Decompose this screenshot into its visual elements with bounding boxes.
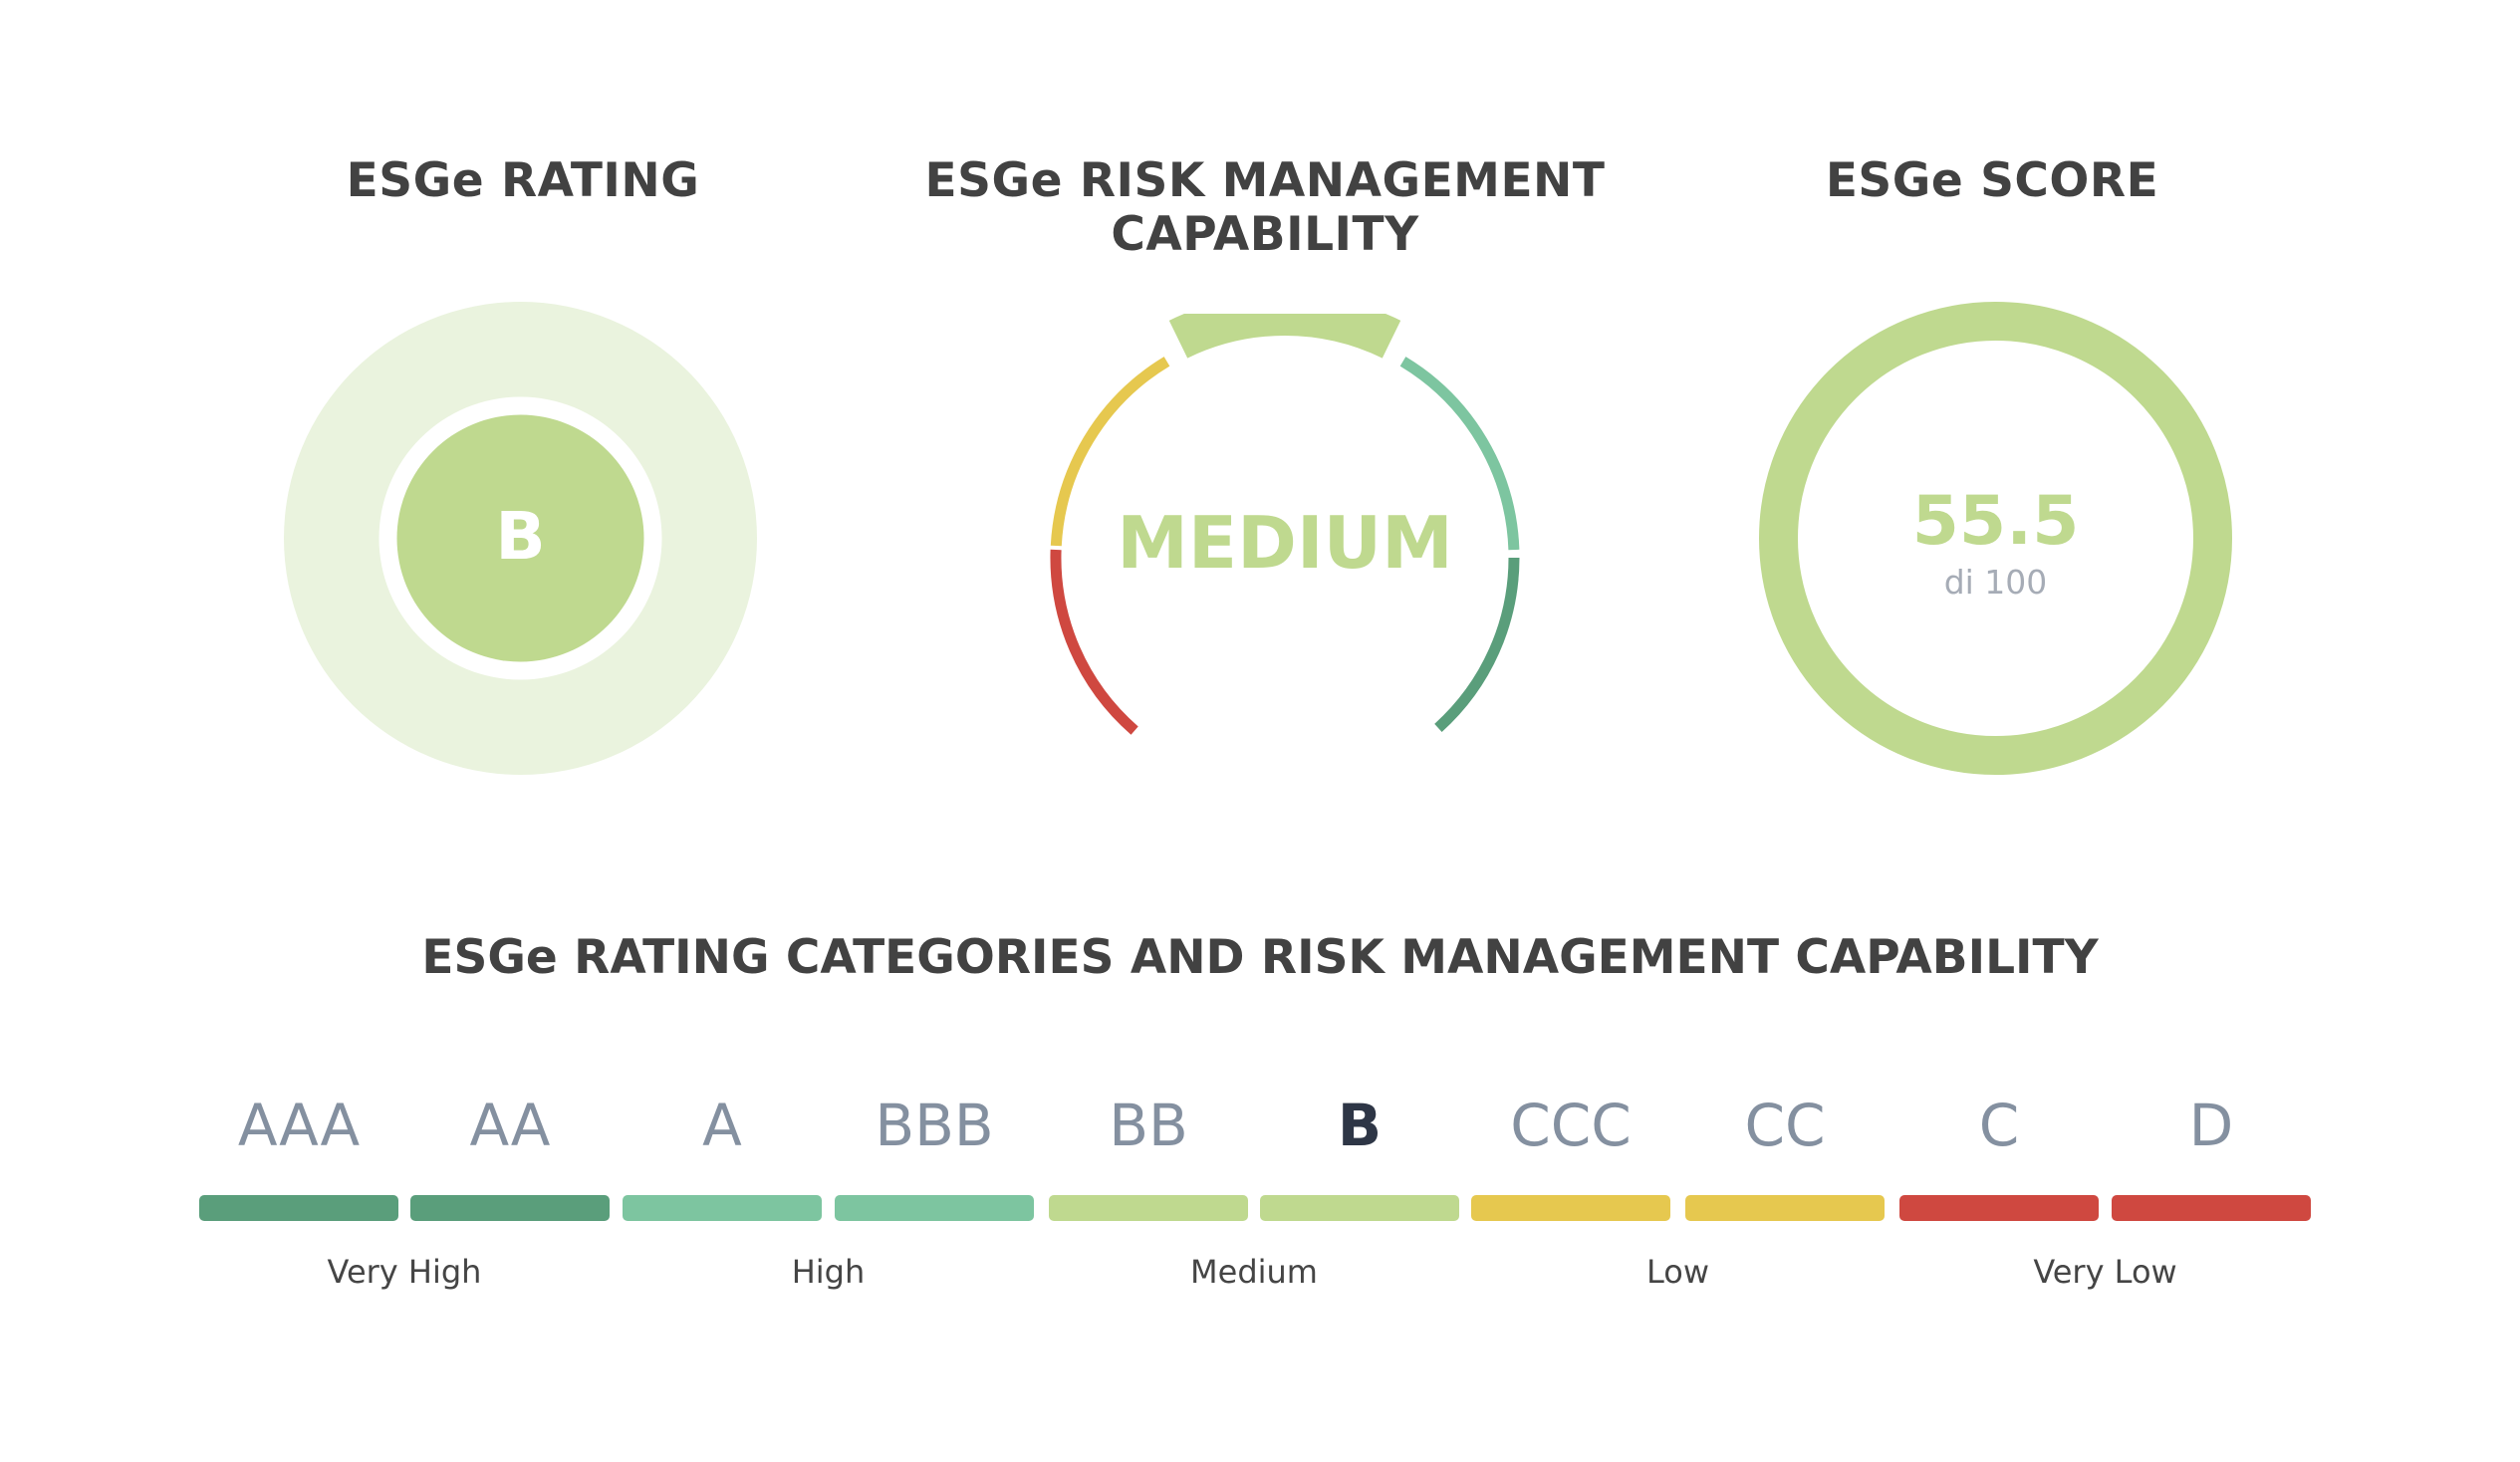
gauge-level-text: MEDIUM [1117,501,1453,585]
rating-badge-graphic: B [284,302,757,775]
grade-label-aa: AA [469,1092,551,1159]
grade-bar-bbb [835,1195,1034,1221]
grade-label-aaa: AAA [237,1092,361,1159]
rating-core-circle [396,414,644,662]
grade-bar-b [1260,1195,1459,1221]
level-label-very-high: Very High [327,1253,482,1291]
grade-bar-cc [1685,1195,1885,1221]
grade-bar-aaa [199,1195,398,1221]
level-label-low: Low [1645,1253,1709,1291]
level-label-high: High [791,1253,866,1291]
grade-label-ccc: CCC [1510,1092,1632,1159]
grade-label-cc: CC [1744,1092,1826,1159]
rating-panel-title: ESGe RATING [346,153,700,208]
grade-label-bb: BB [1109,1092,1188,1159]
rating-grade-text: B [495,498,545,575]
level-label-medium: Medium [1190,1253,1318,1291]
gauge-segment-high [1399,357,1520,551]
grade-label-bbb: BBB [875,1092,994,1159]
score-ring-track [1759,302,2232,775]
score-caption-text: di 100 [1944,563,2048,602]
gauge-segment-low [1050,357,1170,547]
grade-bar-aa [410,1195,610,1221]
grade-bar-c [1899,1195,2099,1221]
grade-label-row: AAA AA A BBB BB B CCC CC C D [199,1086,2321,1165]
grade-color-bars [0,1195,2520,1221]
grade-label-a: A [702,1092,742,1159]
risk-management-gauge: MEDIUM [1036,293,1534,752]
gauge-segment-medium [1168,293,1401,359]
score-value-text: 55.5 [1912,482,2080,561]
gauge-segment-very-high [1434,557,1520,732]
capability-level-labels: Very High High Medium Low Very Low [0,1250,2520,1300]
grade-bar-d [2112,1195,2311,1221]
categories-title: ESGe RATING CATEGORIES AND RISK MANAGEME… [421,930,2099,985]
score-ring: 55.5 di 100 [1759,302,2232,775]
score-panel-title: ESGe SCORE [1825,153,2159,208]
risk-management-panel-title: ESGe RISK MANAGEMENT CAPABILITY [867,154,1663,262]
grade-label-d: D [2188,1092,2234,1159]
gauge-graphic: MEDIUM [1050,293,1520,735]
grade-label-b: B [1337,1092,1383,1159]
score-ring-graphic: 55.5 di 100 [1759,302,2232,775]
level-label-very-low: Very Low [2033,1253,2177,1291]
gauge-arcs [1050,293,1520,735]
risk-management-title-line1: ESGe RISK MANAGEMENT [924,153,1606,208]
risk-management-title-line2: CAPABILITY [1111,207,1419,262]
grade-label-c: C [1978,1092,2020,1159]
grade-bar-ccc [1471,1195,1670,1221]
rating-badge: B [284,302,757,775]
gauge-segment-very-low [1050,549,1138,735]
grade-bar-a [623,1195,822,1221]
grade-bar-bb [1049,1195,1248,1221]
